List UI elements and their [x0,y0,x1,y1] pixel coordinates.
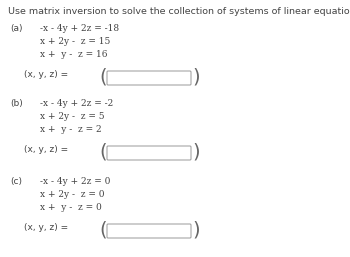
Text: x + 2y -  z = 15: x + 2y - z = 15 [40,37,110,46]
Text: ): ) [192,68,199,87]
Text: x + 2y -  z = 0: x + 2y - z = 0 [40,190,105,199]
Text: (b): (b) [10,99,23,108]
Text: (c): (c) [10,177,22,186]
Text: x +  y -  z = 16: x + y - z = 16 [40,50,107,59]
Text: (: ( [99,68,106,87]
FancyBboxPatch shape [107,224,191,238]
Text: ): ) [192,221,199,240]
Text: x + 2y -  z = 5: x + 2y - z = 5 [40,112,105,121]
Text: (: ( [99,142,106,161]
Text: -x - 4y + 2z = -2: -x - 4y + 2z = -2 [40,99,113,108]
Text: Use matrix inversion to solve the collection of systems of linear equations.: Use matrix inversion to solve the collec… [8,7,350,16]
Text: ): ) [192,142,199,161]
Text: (a): (a) [10,24,22,33]
Text: -x - 4y + 2z = -18: -x - 4y + 2z = -18 [40,24,119,33]
Text: (x, y, z) =: (x, y, z) = [24,145,68,154]
Text: (x, y, z) =: (x, y, z) = [24,70,68,79]
Text: (x, y, z) =: (x, y, z) = [24,223,68,232]
Text: x +  y -  z = 2: x + y - z = 2 [40,125,102,134]
FancyBboxPatch shape [107,146,191,160]
Text: -x - 4y + 2z = 0: -x - 4y + 2z = 0 [40,177,110,186]
Text: (: ( [99,221,106,240]
FancyBboxPatch shape [107,71,191,85]
Text: x +  y -  z = 0: x + y - z = 0 [40,203,102,212]
